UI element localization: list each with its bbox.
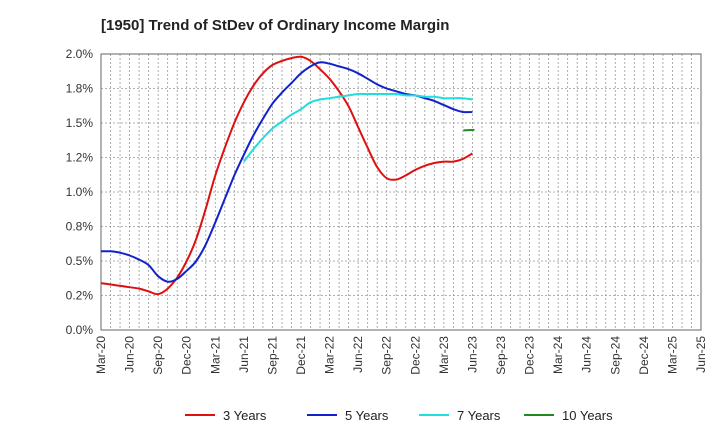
x-tick-label: Jun-25 bbox=[694, 336, 708, 373]
x-tick-label: Mar-25 bbox=[665, 336, 679, 374]
x-tick-label: Jun-23 bbox=[465, 336, 479, 373]
y-tick-label: 1.0% bbox=[66, 185, 94, 199]
x-tick-label: Mar-23 bbox=[437, 336, 451, 374]
legend-label-3-years: 3 Years bbox=[223, 408, 267, 423]
x-tick-label: Jun-22 bbox=[351, 336, 365, 373]
legend-label-7-years: 7 Years bbox=[457, 408, 501, 423]
series-lines bbox=[100, 55, 475, 296]
x-tick-label: Jun-20 bbox=[123, 336, 137, 373]
y-tick-label: 1.2% bbox=[66, 151, 94, 165]
x-tick-label: Dec-20 bbox=[180, 336, 194, 375]
x-tick-label: Dec-24 bbox=[637, 336, 651, 375]
x-tick-label: Sep-24 bbox=[608, 336, 622, 375]
series-line-3-years bbox=[100, 55, 473, 296]
x-tick-label: Mar-21 bbox=[208, 336, 222, 374]
x-tick-label: Dec-23 bbox=[523, 336, 537, 375]
x-tick-label: Sep-21 bbox=[265, 336, 279, 375]
x-tick-label: Jun-21 bbox=[237, 336, 251, 373]
y-tick-label: 1.8% bbox=[66, 82, 94, 96]
legend: 3 Years 5 Years 7 Years 10 Years bbox=[185, 408, 613, 423]
x-tick-label: Mar-24 bbox=[551, 336, 565, 374]
x-tick-label: Dec-22 bbox=[408, 336, 422, 375]
x-tick-label: Sep-20 bbox=[151, 336, 165, 375]
x-tick-label: Dec-21 bbox=[294, 336, 308, 375]
y-axis-ticks: 0.0% 0.2% 0.5% 0.8% 1.0% 1.2% 1.5% 1.8% 2.0% bbox=[66, 47, 94, 337]
plot-frame bbox=[100, 53, 702, 331]
legend-label-5-years: 5 Years bbox=[345, 408, 389, 423]
chart-title: [1950] Trend of StDev of Ordinary Income… bbox=[101, 17, 449, 34]
y-tick-label: 0.8% bbox=[66, 220, 94, 234]
y-tick-label: 1.5% bbox=[66, 116, 94, 130]
x-tick-label: Sep-23 bbox=[494, 336, 508, 375]
y-tick-label: 0.0% bbox=[66, 323, 94, 337]
series-line-7-years bbox=[243, 92, 473, 163]
x-tick-label: Mar-20 bbox=[94, 336, 108, 374]
x-tick-label: Jun-24 bbox=[580, 336, 594, 373]
x-tick-label: Sep-22 bbox=[380, 336, 394, 375]
y-tick-label: 2.0% bbox=[66, 47, 94, 61]
series-line-10-years bbox=[463, 128, 475, 132]
x-tick-label: Mar-22 bbox=[323, 336, 337, 374]
y-tick-label: 0.5% bbox=[66, 254, 94, 268]
legend-label-10-years: 10 Years bbox=[562, 408, 613, 423]
y-tick-label: 0.2% bbox=[66, 289, 94, 303]
x-axis-ticks: Mar-20 Jun-20 Sep-20 Dec-20 Mar-21 Jun-21 Sep-… bbox=[94, 336, 708, 375]
